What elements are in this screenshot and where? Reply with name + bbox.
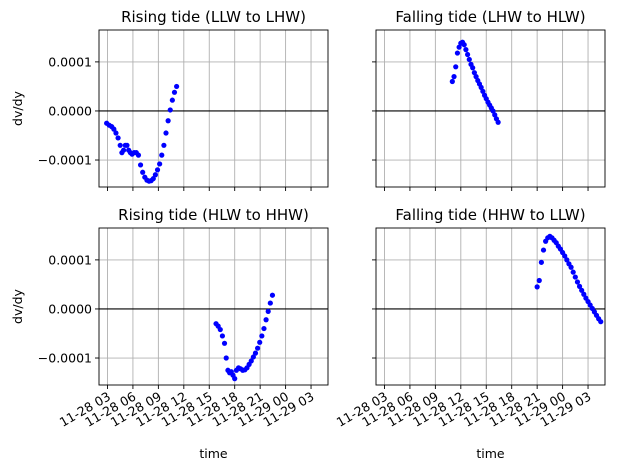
subplot-title: Rising tide (LLW to LHW) — [121, 8, 306, 26]
data-point — [579, 287, 585, 293]
data-point — [120, 147, 127, 153]
data-point — [223, 355, 229, 361]
data-point — [263, 317, 269, 323]
subplot-2: Falling tide (LHW to HLW) — [372, 8, 606, 191]
data-point — [449, 78, 455, 85]
data-point — [257, 339, 263, 345]
axes-frame — [375, 29, 606, 188]
data-point — [451, 74, 457, 80]
data-point — [111, 126, 117, 132]
data-point — [470, 65, 476, 71]
data-point — [150, 176, 156, 182]
data-point — [269, 292, 276, 298]
data-point — [463, 47, 469, 53]
y-tick-label: 0.0001 — [48, 54, 92, 69]
data-point — [492, 112, 498, 118]
data-point — [564, 257, 570, 263]
data-point — [154, 167, 161, 173]
data-point — [478, 84, 484, 91]
data-point — [221, 340, 228, 346]
y-tick-label: 0.0000 — [48, 301, 92, 316]
data-point — [152, 172, 159, 178]
data-point — [261, 325, 267, 332]
data-point — [536, 277, 542, 284]
data-point — [165, 118, 171, 124]
data-point — [217, 326, 223, 333]
data-point — [167, 107, 173, 113]
subplot-1: 0.0001 0.0000 −0.0001 Rising tide (LLW to L… — [10, 8, 329, 191]
data-point — [568, 264, 574, 270]
data-point — [576, 283, 583, 289]
data-point — [471, 70, 477, 76]
data-point — [113, 130, 119, 136]
data-point — [259, 333, 265, 339]
x-axis-label: time — [476, 446, 505, 461]
data-point — [473, 74, 479, 80]
data-point — [117, 142, 123, 148]
data-point — [219, 333, 226, 339]
data-point — [495, 119, 501, 125]
data-point — [115, 135, 121, 141]
data-point — [140, 169, 146, 175]
y-tick-label: −0.0001 — [38, 153, 92, 168]
axes-frame — [98, 227, 329, 386]
y-axis-label: dv/dy — [10, 90, 25, 125]
data-point — [581, 291, 587, 297]
axes-frame — [98, 29, 329, 188]
data-point — [538, 259, 544, 265]
data-point — [163, 130, 169, 136]
series-points — [449, 39, 501, 125]
series-points — [104, 83, 180, 184]
data-point — [232, 376, 238, 382]
data-point — [461, 42, 467, 48]
data-point — [490, 108, 496, 114]
subplot-title: Rising tide (HLW to HHW) — [118, 206, 309, 224]
data-point — [124, 142, 130, 148]
data-point — [159, 152, 165, 158]
data-point — [534, 284, 540, 290]
axes-frame — [375, 227, 606, 386]
data-point — [171, 89, 178, 95]
data-point — [157, 161, 163, 167]
data-point — [248, 358, 254, 364]
data-point — [255, 345, 261, 351]
y-tick-label: −0.0001 — [38, 351, 92, 366]
grid — [99, 228, 328, 385]
y-tick-label: 0.0000 — [48, 103, 92, 118]
data-point — [453, 64, 459, 70]
data-point — [174, 83, 180, 90]
data-point — [574, 279, 581, 285]
subplot-title: Falling tide (HHW to LLW) — [395, 206, 585, 224]
data-point — [250, 354, 256, 360]
data-point — [466, 56, 472, 63]
data-point — [572, 274, 578, 280]
data-point — [540, 247, 547, 253]
y-axis-label: dv/dy — [10, 288, 25, 323]
data-point — [454, 50, 461, 56]
y-tick-label: 0.0001 — [48, 252, 92, 267]
data-point — [137, 162, 144, 168]
grid — [376, 228, 605, 385]
grid — [99, 30, 328, 187]
data-point — [598, 319, 604, 325]
data-point — [570, 269, 576, 275]
series-points — [534, 233, 604, 325]
data-point — [480, 88, 486, 94]
series-points — [213, 292, 276, 382]
data-point — [265, 308, 271, 315]
data-point — [562, 253, 568, 259]
data-point — [169, 97, 175, 103]
data-point — [161, 142, 167, 148]
data-point — [135, 152, 142, 158]
subplot-title: Falling tide (LHW to HLW) — [395, 8, 585, 26]
data-point — [456, 44, 462, 50]
x-axis-label: time — [199, 446, 228, 461]
data-point — [465, 51, 471, 58]
data-point — [267, 300, 273, 306]
data-point — [252, 350, 259, 356]
